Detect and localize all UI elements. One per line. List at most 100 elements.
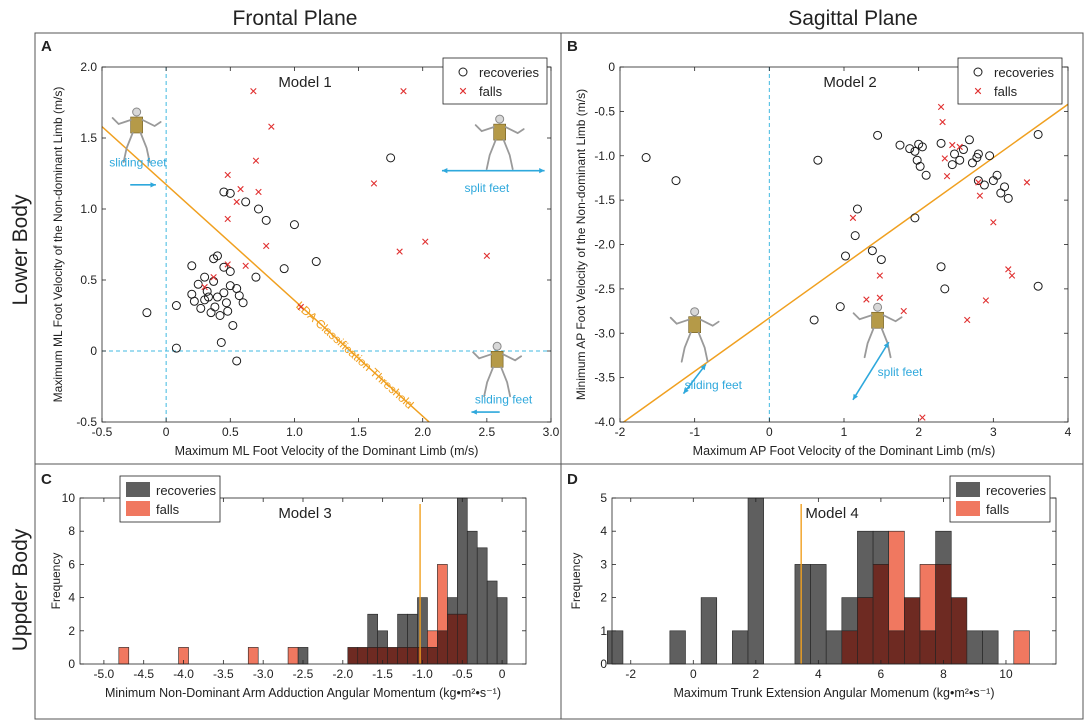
legend-falls-label: falls (156, 502, 180, 517)
lda-threshold-line (102, 126, 430, 422)
fall-point (1023, 179, 1031, 186)
recovery-bar (607, 630, 624, 665)
y-axis-label: Frequency (49, 553, 63, 610)
recovery-point (840, 251, 850, 261)
x-tick-label: 0 (690, 667, 697, 681)
recovery-point (895, 140, 905, 150)
recovery-point (202, 286, 212, 296)
motion-arrow (682, 363, 707, 395)
fall-point (982, 297, 990, 304)
overlap-bar (407, 647, 418, 665)
recovery-bar (935, 530, 952, 565)
x-tick-label: -0.5 (92, 425, 113, 439)
legend-recoveries-swatch (126, 482, 150, 497)
row-title-lower: Lower Body (9, 194, 32, 305)
y-tick-label: 1.5 (80, 131, 97, 145)
recovery-point (809, 315, 819, 325)
fall-bar (437, 564, 448, 632)
recovery-point (189, 296, 199, 306)
x-tick-label: 6 (878, 667, 885, 681)
overlap-bar (447, 613, 458, 665)
recovery-point (261, 215, 271, 225)
recovery-bar (872, 530, 890, 565)
fall-bar (247, 647, 259, 665)
y-tick-label: 1 (600, 624, 607, 638)
fall-point (210, 273, 217, 281)
x-tick-label: 0 (163, 425, 170, 439)
y-tick-label: 5 (600, 491, 607, 505)
recovery-point (219, 288, 229, 298)
recovery-point (289, 220, 299, 230)
overlap-bar (888, 630, 905, 665)
annotation-split-feet: split feet (465, 181, 510, 195)
x-tick-label: 8 (940, 667, 947, 681)
y-tick-label: 0 (608, 60, 615, 74)
fall-point (849, 214, 857, 222)
plot-area (619, 66, 1069, 423)
x-tick-label: 1.0 (286, 425, 303, 439)
fall-point (1005, 266, 1012, 273)
motion-arrow (852, 341, 890, 401)
x-tick-label: 10 (999, 667, 1013, 681)
recovery-point (200, 272, 210, 282)
x-tick-label: -4.5 (133, 667, 154, 681)
legend-recoveries-marker (458, 67, 468, 77)
y-axis-label: Frequency (569, 553, 583, 610)
y-tick-label: -1.5 (594, 193, 615, 207)
fall-point (242, 262, 249, 269)
overlap-bar (437, 630, 448, 665)
x-tick-label: -3.0 (253, 667, 274, 681)
fall-point (224, 261, 231, 268)
recovery-point (221, 298, 231, 308)
x-tick-label: -2 (625, 667, 636, 681)
y-tick-label: 2 (600, 591, 607, 605)
overlap-bar (357, 647, 369, 665)
recovery-point (910, 213, 920, 223)
x-tick-label: -2 (615, 425, 626, 439)
panel-c-histogram: -5.0 -4.5 -4.0 -3.5 -3.0 -2.5 -2.0 -1.5 -1.0 -0.5… (49, 475, 527, 700)
recovery-point (915, 161, 925, 171)
fall-point (937, 103, 945, 111)
legend-falls-label: falls (479, 84, 503, 99)
recovery-bar (700, 597, 718, 665)
recovery-point (234, 291, 244, 301)
overlap-bar (367, 647, 378, 665)
recovery-bar (747, 497, 764, 665)
recovery-bar (417, 597, 428, 648)
recovery-point (979, 180, 989, 190)
recovery-bar (397, 613, 408, 648)
y-tick-label: 6 (68, 557, 75, 571)
recovery-point (203, 292, 213, 302)
recovery-bar (486, 580, 498, 665)
fall-point (237, 185, 244, 193)
y-tick-label: 4 (600, 524, 607, 538)
x-tick-label: 3 (990, 425, 997, 439)
recovery-point (985, 151, 995, 161)
chart-title: Model 2 (823, 74, 876, 91)
chart-title: Model 1 (278, 74, 331, 91)
x-tick-label: 1 (841, 425, 848, 439)
recovery-point (241, 197, 251, 207)
overlap-bar (950, 597, 968, 665)
recovery-point (988, 176, 998, 186)
x-tick-label: 2 (915, 425, 922, 439)
recovery-point (973, 149, 983, 159)
plot-area (101, 66, 552, 423)
recovery-point (973, 176, 983, 186)
fall-point (876, 294, 884, 301)
fall-point (233, 198, 240, 206)
recovery-point (992, 170, 1002, 180)
avatar-torso (688, 316, 701, 333)
recovery-bar (447, 597, 458, 615)
chart-title: Model 4 (805, 505, 858, 522)
recovery-point (876, 255, 886, 265)
y-tick-label: 0 (68, 657, 75, 671)
annotation-sliding-feet: sliding feet (109, 155, 167, 169)
recovery-point (187, 261, 197, 271)
fall-point (422, 238, 429, 245)
avatar-torso (490, 350, 504, 368)
recovery-point (216, 337, 226, 347)
recovery-point (921, 170, 931, 180)
avatar-head (873, 302, 883, 312)
